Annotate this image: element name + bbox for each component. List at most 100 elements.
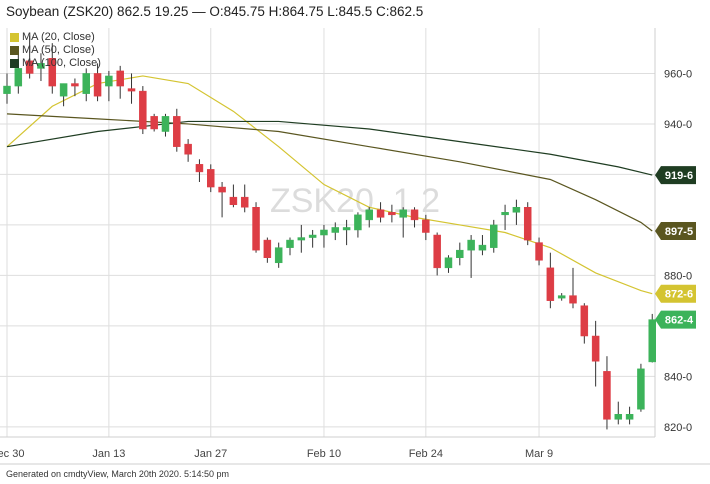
legend-label-ma100: MA (100, Close) <box>22 57 101 69</box>
candle[interactable] <box>195 159 204 183</box>
candle[interactable] <box>603 356 611 430</box>
candle[interactable] <box>399 207 407 238</box>
candle[interactable] <box>274 242 283 268</box>
candle-body <box>252 207 260 251</box>
candle[interactable] <box>648 313 656 363</box>
price-tag-box <box>655 166 696 185</box>
candle[interactable] <box>637 363 645 412</box>
candle[interactable] <box>59 83 68 107</box>
candle-body <box>354 214 362 231</box>
candle[interactable] <box>444 255 453 273</box>
y-tick-label: 940-0 <box>664 119 692 131</box>
y-tick-label: 880-0 <box>664 270 692 282</box>
legend-item-ma100[interactable]: MA (100, Close) <box>10 57 101 70</box>
candle-body <box>399 209 407 218</box>
candle-body <box>93 73 102 97</box>
candle[interactable] <box>161 113 170 137</box>
x-tick-label: Feb 24 <box>409 448 443 460</box>
candle[interactable] <box>546 252 555 309</box>
candle[interactable] <box>422 214 430 241</box>
candle-body <box>297 237 306 241</box>
candle[interactable] <box>240 184 249 213</box>
candle-body <box>195 164 204 173</box>
candle[interactable] <box>82 68 90 102</box>
candle[interactable] <box>105 70 113 102</box>
legend-item-ma20[interactable]: MA (20, Close) <box>10 31 101 44</box>
price-tag-box <box>655 284 696 303</box>
candle[interactable] <box>150 113 158 132</box>
candle[interactable] <box>127 73 136 104</box>
legend-label-ma20: MA (20, Close) <box>22 31 95 43</box>
candle-body <box>207 169 215 188</box>
candle-body <box>25 60 34 74</box>
candle[interactable] <box>365 207 373 228</box>
candle-body <box>240 196 249 208</box>
candle[interactable] <box>580 303 589 344</box>
candle[interactable] <box>207 164 215 193</box>
candle[interactable] <box>354 212 362 238</box>
candle-body <box>535 242 543 261</box>
candle-body <box>173 116 181 147</box>
candle-body <box>48 58 57 87</box>
candle[interactable] <box>512 199 521 225</box>
candle-body <box>501 212 509 216</box>
candle[interactable] <box>535 237 543 266</box>
generated-footer: Generated on cmdtyView, March 20th 2020.… <box>6 469 229 479</box>
candle[interactable] <box>37 53 45 82</box>
candle[interactable] <box>410 207 419 228</box>
candle[interactable] <box>218 182 226 218</box>
candle[interactable] <box>569 267 577 309</box>
candle-body <box>410 209 419 221</box>
candle[interactable] <box>308 229 317 248</box>
candle[interactable] <box>320 224 328 248</box>
candle-body <box>569 295 577 304</box>
y-tick-label: 960-0 <box>664 68 692 80</box>
candle[interactable] <box>625 406 634 425</box>
price-tag-box <box>655 310 696 329</box>
candle[interactable] <box>184 139 192 162</box>
candle[interactable] <box>297 224 306 253</box>
footer-band <box>0 464 710 484</box>
candle-body <box>161 116 170 132</box>
candle[interactable] <box>456 242 464 266</box>
y-tick-label: 820-0 <box>664 422 692 434</box>
legend-item-ma50[interactable]: MA (50, Close) <box>10 44 101 57</box>
candle[interactable] <box>478 235 487 256</box>
candle[interactable] <box>523 202 532 246</box>
candle[interactable] <box>25 35 34 79</box>
candle[interactable] <box>286 237 294 256</box>
candle-body <box>184 143 192 155</box>
candle[interactable] <box>376 202 385 223</box>
candle-body <box>523 207 532 241</box>
candle-body <box>14 68 23 87</box>
candle[interactable] <box>591 320 600 387</box>
candle[interactable] <box>252 202 260 253</box>
candle-body <box>3 85 11 94</box>
candle[interactable] <box>467 235 475 278</box>
candle[interactable] <box>116 65 124 99</box>
candle-body <box>263 239 272 258</box>
candle[interactable] <box>433 232 441 276</box>
candle[interactable] <box>173 108 181 152</box>
candle[interactable] <box>388 204 396 223</box>
candle-body <box>37 63 45 69</box>
candle[interactable] <box>229 184 238 208</box>
candle[interactable] <box>3 73 11 104</box>
candle[interactable] <box>48 43 57 94</box>
candle[interactable] <box>93 63 102 102</box>
candle[interactable] <box>557 293 566 301</box>
candle[interactable] <box>263 237 272 263</box>
price-tag-last_price: 862-4 <box>655 310 696 329</box>
candle[interactable] <box>342 219 351 246</box>
candle[interactable] <box>71 78 79 97</box>
candle[interactable] <box>490 219 498 253</box>
price-tag-label: 862-4 <box>665 315 694 327</box>
price-tag-label: 919-6 <box>665 170 693 182</box>
candle[interactable] <box>501 204 509 230</box>
candle-body <box>127 88 136 92</box>
candle[interactable] <box>139 86 147 135</box>
candle[interactable] <box>614 401 623 425</box>
candle[interactable] <box>331 222 340 241</box>
candle-body <box>490 224 498 248</box>
